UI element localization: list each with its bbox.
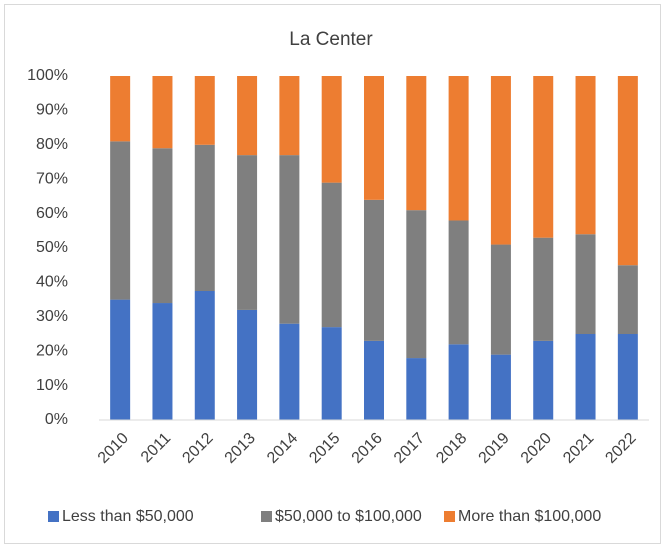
bar-segment	[575, 76, 596, 235]
bar-segment	[194, 76, 215, 145]
y-tick-label: 20%	[36, 342, 68, 359]
bar-segment	[533, 237, 554, 341]
legend-label: Less than $50,000	[62, 508, 194, 525]
bar-segment	[617, 334, 638, 420]
bar-segment	[617, 265, 638, 334]
bar-segment	[152, 303, 173, 420]
bar-segment	[321, 327, 342, 420]
legend-swatch	[48, 511, 59, 522]
bar-segment	[533, 340, 554, 420]
legend-swatch	[444, 511, 455, 522]
chart-title: La Center	[289, 29, 373, 50]
bar-segment	[575, 334, 596, 420]
y-tick-label: 80%	[36, 136, 68, 153]
y-tick-label: 90%	[36, 102, 68, 119]
bar-segment	[448, 76, 469, 221]
bar-segment	[321, 76, 342, 183]
y-tick-label: 40%	[36, 274, 68, 291]
y-tick-label: 60%	[36, 205, 68, 222]
y-tick-label: 0%	[45, 411, 68, 428]
y-tick-label: 100%	[27, 67, 68, 84]
legend-label: More than $100,000	[458, 508, 601, 525]
bar-segment	[279, 76, 300, 156]
bar-segment	[110, 76, 131, 142]
bar-segment	[490, 354, 511, 420]
bar-segment	[448, 344, 469, 420]
bar-segment	[406, 76, 427, 211]
bar-segment	[575, 234, 596, 334]
bar-segment	[364, 76, 384, 200]
bar-segment	[364, 340, 384, 420]
legend-swatch	[261, 511, 272, 522]
bar-segment	[406, 358, 427, 420]
y-tick-label: 10%	[36, 377, 68, 394]
bar-segment	[321, 182, 342, 328]
bar-segment	[110, 141, 131, 300]
bar-segment	[617, 76, 638, 266]
y-tick-label: 30%	[36, 308, 68, 325]
y-tick-label: 70%	[36, 170, 68, 187]
bar-segment	[364, 199, 384, 341]
bar-segment	[194, 144, 215, 291]
bar-segment	[490, 76, 511, 245]
bar-segment	[533, 76, 554, 238]
bar-segment	[237, 155, 258, 310]
bar-segment	[110, 299, 131, 420]
bar-segment	[194, 291, 215, 420]
legend-label: $50,000 to $100,000	[275, 508, 422, 525]
bar-segment	[279, 323, 300, 420]
y-tick-label: 50%	[36, 239, 68, 256]
bar-segment	[279, 155, 300, 324]
bar-segment	[237, 76, 258, 156]
bar-segment	[448, 220, 469, 345]
bar-segment	[237, 309, 258, 420]
bar-segment	[152, 76, 173, 149]
bar-segment	[490, 244, 511, 355]
bar-segment	[406, 210, 427, 359]
bar-segment	[152, 148, 173, 304]
